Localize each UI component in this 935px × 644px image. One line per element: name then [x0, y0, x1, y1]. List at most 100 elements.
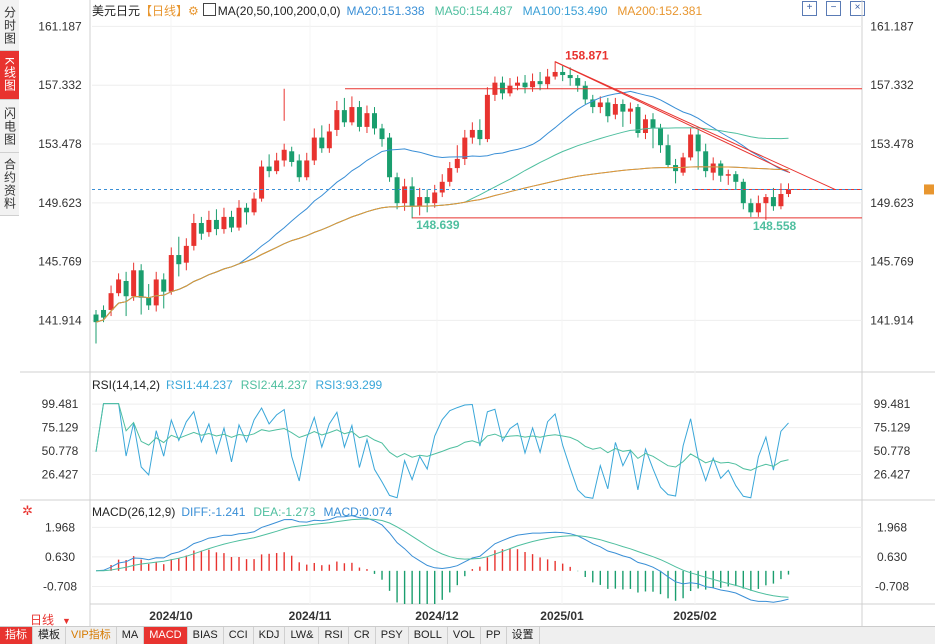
candle-body	[138, 270, 144, 298]
macd-params: MACD(26,12,9)	[92, 505, 176, 519]
left-price-label: 161.187	[38, 19, 82, 33]
right-price-label: 145.769	[870, 255, 914, 269]
candle-body	[620, 104, 626, 112]
candle-body	[545, 76, 551, 85]
btn-vol[interactable]: VOL	[448, 627, 481, 644]
candle-body	[289, 151, 295, 162]
btn-cci[interactable]: CCI	[224, 627, 254, 644]
candle-body	[146, 297, 152, 306]
candle-body	[206, 219, 212, 233]
candle-body	[274, 160, 280, 172]
candle-body	[469, 129, 475, 138]
candle-body	[748, 203, 754, 213]
period-label: 【日线】	[140, 4, 189, 18]
candle-body	[387, 137, 393, 178]
ma50-value: MA50:154.487	[434, 4, 513, 18]
btn-pp[interactable]: PP	[481, 627, 507, 644]
candle-body	[515, 82, 521, 86]
ma200-value: MA200:152.381	[617, 4, 703, 18]
candle-body	[710, 163, 716, 173]
candle-body	[296, 160, 302, 178]
ma20-value: MA20:151.338	[346, 4, 425, 18]
candle-body	[695, 134, 701, 152]
candle-body	[168, 255, 174, 292]
macd-diff-line	[95, 515, 789, 603]
btn-lw[interactable]: LW&	[285, 627, 320, 644]
btn-ma[interactable]: MA	[117, 627, 145, 644]
btn-template[interactable]: 模板	[33, 627, 66, 644]
candle-body	[311, 137, 317, 161]
candle-body	[718, 163, 724, 176]
candle-body	[462, 137, 468, 159]
candle-body	[755, 203, 761, 213]
candle-body	[176, 255, 182, 265]
btn-cr[interactable]: CR	[349, 627, 376, 644]
macd-left-label: 1.968	[45, 520, 75, 534]
rsi-header: RSI(14,14,2) RSI1:44.237 RSI2:44.237 RSI3:9…	[92, 378, 382, 392]
btn-rsi[interactable]: RSI	[319, 627, 349, 644]
x-axis-label: 2025/02	[673, 609, 717, 623]
candle-body	[582, 85, 588, 100]
rsi-left-label: 50.778	[42, 444, 79, 458]
candle-body	[341, 110, 347, 123]
close-button[interactable]: ×	[850, 1, 865, 16]
tab-timeshare[interactable]: 分时图	[0, 0, 19, 51]
candle-body	[439, 181, 445, 193]
right-price-label: 161.187	[870, 19, 914, 33]
rsi1-value: RSI1:44.237	[166, 378, 233, 392]
trend-line-1	[554, 61, 836, 190]
low-annotation-1: 148.639	[416, 218, 460, 232]
period-select[interactable]: 日线 ▼	[30, 613, 71, 627]
ma200-line	[95, 166, 789, 323]
btn-kdj[interactable]: KDJ	[254, 627, 286, 644]
dea-value: DEA:-1.278	[253, 505, 316, 519]
btn-bias[interactable]: BIAS	[188, 627, 224, 644]
tab-contract-info[interactable]: 合约资料	[0, 153, 19, 216]
tab-kline[interactable]: K线图	[0, 51, 19, 100]
candle-body	[409, 186, 415, 207]
candle-body	[424, 197, 430, 204]
candle-body	[123, 280, 129, 297]
left-price-label: 145.769	[38, 255, 82, 269]
left-price-label: 157.332	[38, 78, 82, 92]
candle-body	[319, 137, 325, 149]
btn-macd[interactable]: MACD	[144, 627, 188, 644]
macd-right-label: 0.630	[877, 550, 907, 564]
candle-body	[597, 102, 603, 108]
right-price-label: 157.332	[870, 78, 914, 92]
candle-body	[394, 177, 400, 204]
candle-body	[221, 216, 227, 230]
candle-body	[627, 108, 633, 112]
tab-flash[interactable]: 闪电图	[0, 100, 19, 153]
rsi-left-label: 26.427	[42, 468, 79, 482]
candle-body	[108, 293, 114, 310]
rsi-right-label: 99.481	[874, 397, 911, 411]
btn-settings[interactable]: 设置	[507, 627, 540, 644]
macd-right-label: 1.968	[877, 520, 907, 534]
right-price-label: 153.478	[870, 137, 914, 151]
right-price-label: 141.914	[870, 313, 914, 327]
zoom-out-button[interactable]: −	[826, 1, 841, 16]
candle-body	[304, 160, 310, 178]
candle-body	[635, 107, 641, 133]
candle-body	[402, 186, 408, 204]
candle-body	[770, 197, 776, 207]
btn-indicator[interactable]: 指标	[0, 627, 33, 644]
zoom-in-button[interactable]: +	[802, 1, 817, 16]
btn-psy[interactable]: PSY	[376, 627, 409, 644]
btn-boll[interactable]: BOLL	[409, 627, 448, 644]
x-axis-label: 2024/11	[289, 609, 332, 623]
btn-vip-indicator[interactable]: VIP指标	[66, 627, 117, 644]
gear-icon[interactable]: ⚙	[188, 4, 199, 18]
candle-body	[213, 219, 219, 230]
x-axis-label: 2024/10	[149, 609, 193, 623]
candle-body	[477, 129, 483, 140]
chart-header: 美元日元【日线】⚙ MA(20,50,100,200,0,0) MA20:151.3…	[92, 2, 702, 19]
macd-settings-icon[interactable]: ✲	[22, 503, 33, 518]
diff-value: DIFF:-1.241	[181, 505, 246, 519]
candle-body	[326, 131, 332, 149]
candle-body	[605, 102, 611, 117]
rsi2-value: RSI2:44.237	[240, 378, 308, 392]
